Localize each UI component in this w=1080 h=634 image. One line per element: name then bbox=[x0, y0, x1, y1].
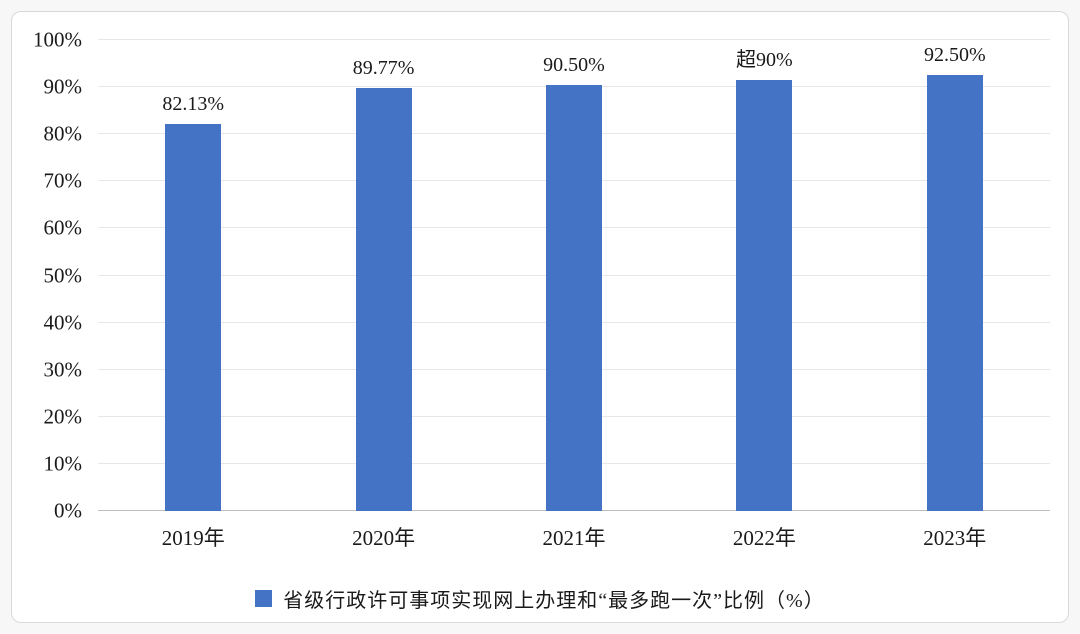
y-axis-tick-label: 40% bbox=[43, 310, 83, 335]
x-axis-label: 2022年 bbox=[732, 526, 796, 550]
bar-2020年 bbox=[355, 88, 412, 511]
bar-value-label: 92.50% bbox=[923, 44, 986, 67]
x-axis-label: 2023年 bbox=[923, 526, 987, 550]
y-axis-tick-label: 90% bbox=[43, 74, 83, 99]
bar-value-label: 89.77% bbox=[352, 57, 415, 80]
y-axis-tick-label: 100% bbox=[33, 27, 82, 52]
bar-value-label: 90.50% bbox=[543, 53, 605, 76]
y-axis-tick-label: 80% bbox=[43, 121, 83, 146]
bar-2023年 bbox=[926, 75, 983, 511]
legend-label: 省级行政许可事项实现网上办理和“最多跑一次”比例（%） bbox=[283, 590, 825, 612]
bar-slot: 超90% bbox=[669, 40, 859, 511]
bar-2021年 bbox=[545, 84, 602, 511]
y-axis-tick-label: 10% bbox=[43, 451, 83, 476]
plot-area: 82.13% 89.77% 90.50% 超90% 92.50% bbox=[98, 39, 1050, 511]
x-axis: 2019年 2020年 2021年 2022年 2023年 bbox=[98, 524, 1050, 554]
legend-swatch-icon bbox=[255, 590, 273, 607]
y-axis-tick-label: 70% bbox=[43, 168, 83, 193]
bar-value-label: 超90% bbox=[736, 49, 793, 72]
y-axis-tick-label: 20% bbox=[43, 404, 83, 429]
gridline bbox=[98, 39, 1050, 40]
x-axis-label: 2020年 bbox=[352, 526, 416, 550]
bar-slot: 89.77% bbox=[288, 40, 478, 511]
x-axis-label: 2021年 bbox=[542, 526, 606, 550]
bar-2022年 bbox=[736, 80, 793, 511]
bar-slot: 90.50% bbox=[479, 40, 669, 511]
y-axis-tick-label: 0% bbox=[54, 498, 82, 523]
y-axis: 0% 10% 20% 30% 40% 50% 60% 70% 80% 90% 100% bbox=[20, 29, 90, 521]
bar-slot: 92.50% bbox=[860, 40, 1050, 511]
bar-slot: 82.13% bbox=[98, 40, 288, 511]
bar-value-label: 82.13% bbox=[162, 93, 225, 116]
y-axis-tick-label: 50% bbox=[43, 263, 83, 287]
y-axis-tick-label: 30% bbox=[43, 357, 83, 382]
x-axis-label: 2019年 bbox=[161, 526, 225, 550]
y-axis-tick-label: 60% bbox=[43, 215, 83, 240]
bar-2019年 bbox=[165, 124, 222, 511]
chart-card: 0% 10% 20% 30% 40% 50% 60% 70% 80% 90% 100% 82.13%… bbox=[11, 11, 1069, 623]
legend: 省级行政许可事项实现网上办理和“最多跑一次”比例（%） bbox=[12, 584, 1068, 613]
